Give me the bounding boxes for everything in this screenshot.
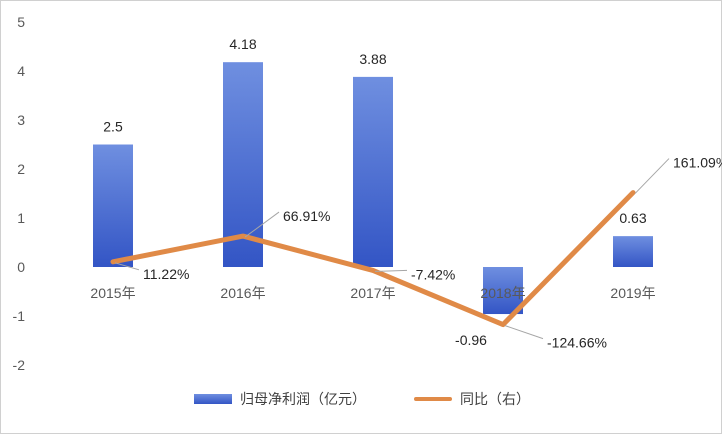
y-tick-label: 5	[17, 14, 25, 30]
leader-line	[634, 158, 670, 194]
bar-2	[353, 76, 393, 267]
y-tick-label: 4	[17, 63, 25, 79]
x-axis-labels: 2015年 2016年 2017年 2018年 2019年	[90, 285, 655, 301]
line-data-labels: 11.22% 66.91% -7.42% -124.66% 161.09%	[114, 155, 722, 351]
y-axis-ticks: -2 -1 0 1 2 3 4 5	[13, 14, 26, 373]
legend: 归母净利润（亿元） 同比（右）	[1, 389, 722, 409]
line-value-label: 161.09%	[673, 155, 722, 171]
y-tick-label: 3	[17, 112, 25, 128]
leader-line	[504, 325, 544, 340]
bar-value-label: 2.5	[103, 119, 123, 135]
bar-value-label: 0.63	[619, 210, 646, 226]
leader-line	[374, 269, 408, 272]
line-value-label: -7.42%	[411, 266, 455, 282]
line-value-label: -124.66%	[547, 335, 607, 351]
bar-0	[93, 144, 133, 267]
x-category-label: 2016年	[220, 285, 265, 301]
x-category-label: 2017年	[350, 285, 395, 301]
bar-4	[613, 236, 653, 267]
leader-line	[244, 211, 280, 238]
line-path	[110, 190, 636, 328]
bar-value-label: 4.18	[229, 36, 256, 52]
line-value-label: 66.91%	[283, 208, 330, 224]
bar-3	[483, 267, 523, 315]
y-tick-label: -2	[13, 357, 26, 373]
y-tick-label: 1	[17, 210, 25, 226]
y-tick-label: 0	[17, 259, 25, 275]
x-category-label: 2019年	[610, 285, 655, 301]
legend-line-label: 同比（右）	[460, 392, 530, 408]
bar-data-labels: 2.5 4.18 3.88 -0.96 0.63	[103, 36, 647, 348]
legend-bar-label: 归母净利润（亿元）	[240, 392, 366, 408]
leader-line	[114, 262, 140, 271]
legend-bar-swatch	[194, 394, 232, 404]
x-category-label: 2015年	[90, 285, 135, 301]
bar-value-label: 3.88	[359, 51, 386, 67]
legend-line-swatch	[414, 397, 452, 401]
legend-item-bar: 归母净利润（亿元）	[194, 389, 366, 409]
legend-item-line: 同比（右）	[414, 389, 530, 409]
bar-value-label: -0.96	[455, 332, 487, 348]
bar-1	[223, 62, 263, 268]
line-value-label: 11.22%	[143, 266, 189, 282]
x-category-label: 2018年	[480, 285, 525, 301]
line-series	[110, 190, 636, 328]
y-tick-label: 2	[17, 161, 25, 177]
y-tick-label: -1	[13, 308, 26, 324]
bar-series	[93, 62, 653, 315]
